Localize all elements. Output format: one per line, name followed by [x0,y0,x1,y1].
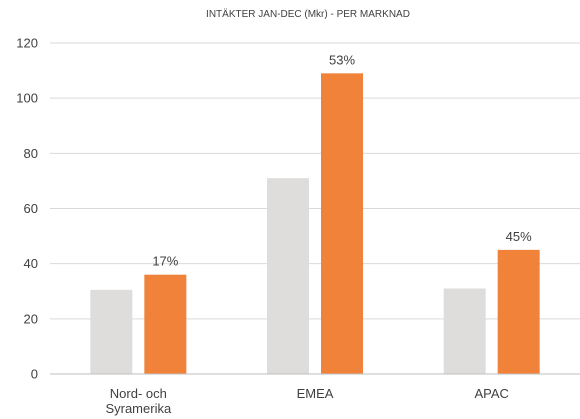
y-axis-tick-labels: 0 20 40 60 80 100 120 [16,36,38,382]
y-tick-label: 20 [24,311,38,326]
data-label: 45% [506,229,532,244]
y-tick-label: 40 [24,256,38,271]
bar-orange-1 [321,73,363,374]
bar-grey-2 [443,288,486,374]
category-label: APAC [474,386,508,401]
chart-title: INTÄKTER JAN-DEC (Mkr) - PER MARKNAD [206,8,410,20]
y-tick-label: 60 [24,201,38,216]
y-tick-label: 100 [16,91,38,106]
y-tick-label: 80 [24,146,38,161]
bar-grey-0 [90,289,133,374]
data-labels: 17% 53% 45% [152,52,532,268]
gridlines [50,42,580,320]
data-label: 17% [152,254,178,269]
bar-orange-2 [497,249,540,374]
y-tick-label: 120 [16,36,38,51]
bars [90,73,540,374]
y-tick-label: 0 [31,367,38,382]
data-label: 53% [329,52,355,67]
category-label: EMEA [297,386,334,401]
category-label: Nord- och [110,386,167,401]
category-label: Syramerika [105,401,172,416]
bar-grey-1 [267,178,309,374]
bar-orange-0 [144,274,187,374]
